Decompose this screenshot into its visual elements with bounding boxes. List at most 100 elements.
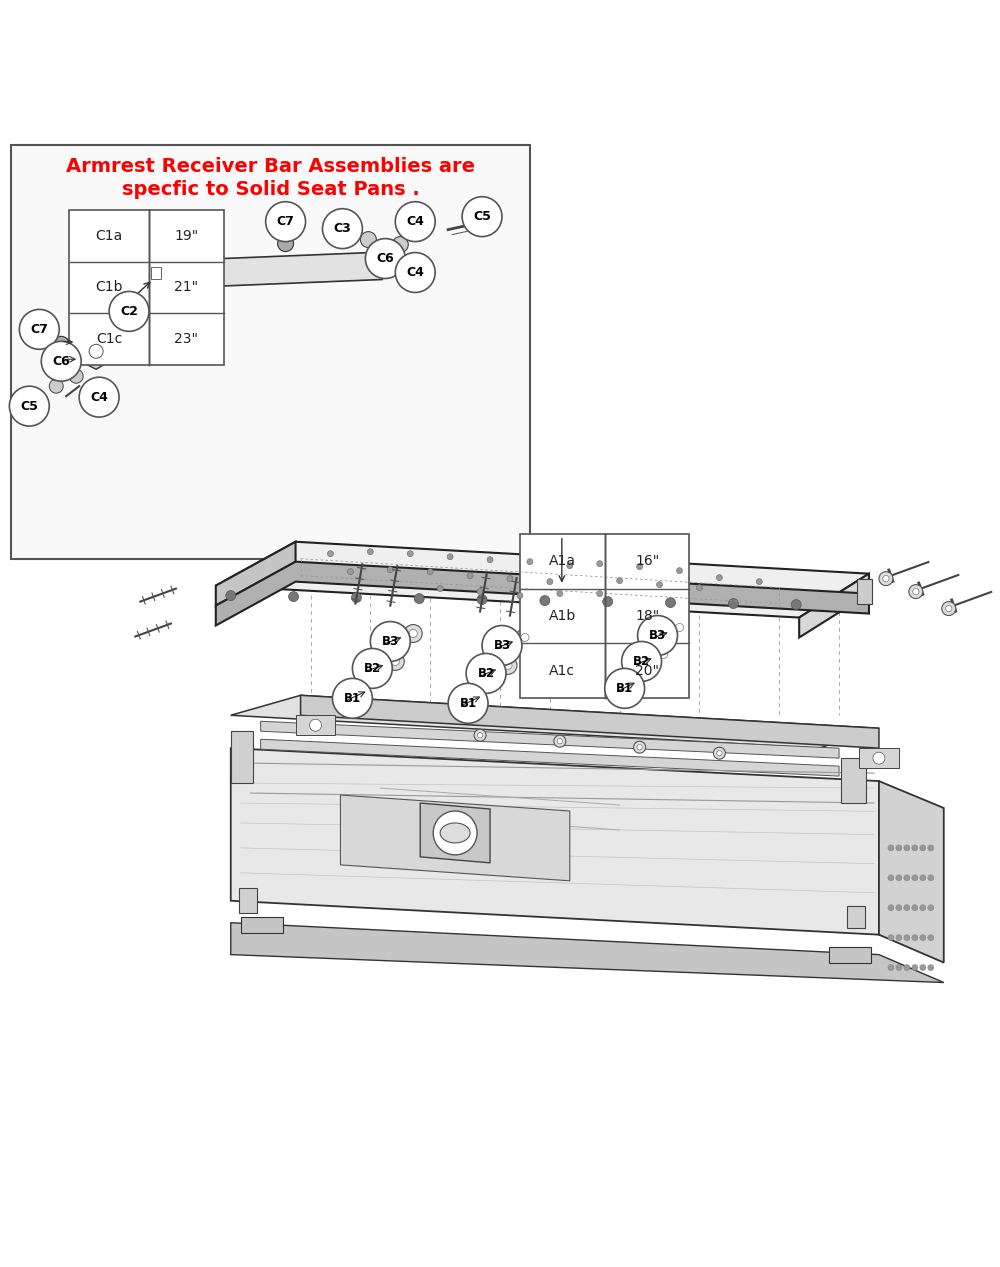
Circle shape xyxy=(696,584,702,590)
Circle shape xyxy=(482,626,522,665)
Circle shape xyxy=(477,589,483,594)
Circle shape xyxy=(41,341,81,381)
Polygon shape xyxy=(340,796,570,881)
Bar xyxy=(857,579,872,603)
Text: 20": 20" xyxy=(635,664,659,678)
Circle shape xyxy=(540,595,550,606)
Circle shape xyxy=(716,575,722,580)
Circle shape xyxy=(433,811,477,855)
Circle shape xyxy=(942,602,956,616)
Circle shape xyxy=(912,935,918,940)
Circle shape xyxy=(554,735,566,748)
Circle shape xyxy=(896,935,902,940)
Polygon shape xyxy=(216,561,869,626)
Circle shape xyxy=(912,964,918,971)
Circle shape xyxy=(448,683,488,723)
Circle shape xyxy=(391,658,399,665)
Text: C7: C7 xyxy=(277,215,295,228)
Polygon shape xyxy=(261,739,839,777)
Polygon shape xyxy=(76,332,116,369)
Circle shape xyxy=(521,634,529,641)
Circle shape xyxy=(387,566,393,573)
Circle shape xyxy=(904,935,910,940)
Circle shape xyxy=(896,874,902,881)
Circle shape xyxy=(278,236,294,252)
Circle shape xyxy=(507,575,513,582)
Circle shape xyxy=(370,622,410,661)
Polygon shape xyxy=(216,542,869,617)
Text: C6: C6 xyxy=(376,252,394,265)
Circle shape xyxy=(414,594,424,603)
Circle shape xyxy=(347,569,353,575)
Circle shape xyxy=(913,588,919,594)
Text: C4: C4 xyxy=(90,390,108,404)
Text: B2: B2 xyxy=(633,655,650,668)
Polygon shape xyxy=(879,780,944,963)
Text: C5: C5 xyxy=(20,399,38,413)
Polygon shape xyxy=(799,574,869,637)
Circle shape xyxy=(567,563,573,569)
Circle shape xyxy=(504,661,512,669)
Text: A1b: A1b xyxy=(549,609,576,623)
Circle shape xyxy=(638,616,678,655)
Text: 18": 18" xyxy=(635,609,659,623)
Circle shape xyxy=(409,630,417,637)
Text: C1b: C1b xyxy=(95,280,123,294)
Bar xyxy=(151,266,161,280)
Polygon shape xyxy=(231,922,944,982)
Circle shape xyxy=(928,964,934,971)
Text: B3: B3 xyxy=(382,635,399,647)
Circle shape xyxy=(386,653,404,670)
Circle shape xyxy=(896,845,902,851)
Bar xyxy=(296,716,335,735)
Circle shape xyxy=(920,935,926,940)
Circle shape xyxy=(351,593,361,603)
Text: A1a: A1a xyxy=(549,554,576,568)
Text: B3: B3 xyxy=(493,639,511,653)
Circle shape xyxy=(109,291,149,332)
Circle shape xyxy=(517,593,523,598)
Circle shape xyxy=(89,345,103,359)
Polygon shape xyxy=(420,803,490,863)
Circle shape xyxy=(756,579,762,584)
Circle shape xyxy=(909,584,923,598)
Circle shape xyxy=(904,874,910,881)
Circle shape xyxy=(904,845,910,851)
Circle shape xyxy=(367,549,373,555)
Circle shape xyxy=(888,935,894,940)
Circle shape xyxy=(404,625,422,642)
Circle shape xyxy=(352,649,392,688)
Polygon shape xyxy=(261,721,839,758)
Ellipse shape xyxy=(440,824,470,843)
Circle shape xyxy=(266,201,306,242)
Bar xyxy=(859,749,899,768)
Circle shape xyxy=(904,964,910,971)
Bar xyxy=(841,758,866,803)
Circle shape xyxy=(717,750,722,756)
Circle shape xyxy=(713,748,725,759)
Bar xyxy=(520,533,689,698)
Bar xyxy=(847,906,865,927)
Circle shape xyxy=(360,232,376,247)
Circle shape xyxy=(365,238,405,279)
Circle shape xyxy=(462,196,502,237)
Text: 21": 21" xyxy=(174,280,198,294)
Circle shape xyxy=(597,561,603,566)
Bar xyxy=(69,209,224,365)
Text: C1a: C1a xyxy=(95,228,123,242)
Circle shape xyxy=(637,745,642,750)
Text: B1: B1 xyxy=(344,692,361,704)
Circle shape xyxy=(634,741,646,753)
Circle shape xyxy=(728,598,738,608)
Circle shape xyxy=(437,585,443,592)
Polygon shape xyxy=(231,749,879,935)
Circle shape xyxy=(622,641,662,682)
Circle shape xyxy=(791,599,801,609)
Text: C4: C4 xyxy=(406,266,424,279)
Bar xyxy=(231,731,253,783)
Text: C6: C6 xyxy=(52,355,70,367)
Circle shape xyxy=(527,559,533,565)
Circle shape xyxy=(657,582,663,588)
Polygon shape xyxy=(231,696,879,749)
Circle shape xyxy=(904,905,910,911)
